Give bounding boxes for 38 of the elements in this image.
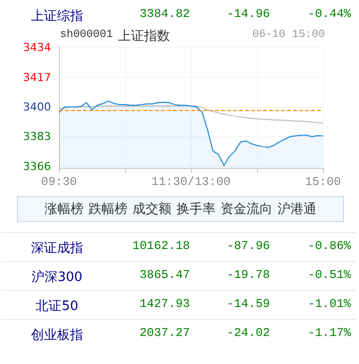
- text: -0.44%: [306, 7, 351, 21]
- y-tick-label: 3383: [23, 130, 51, 144]
- x-tick-label: 11:30/13:00: [151, 175, 231, 189]
- text: 10162.18: [131, 239, 190, 253]
- x-tick-label: 15:00: [304, 175, 342, 189]
- text: -1.01%: [306, 297, 351, 311]
- text: -14.59: [226, 297, 270, 311]
- text: -14.96: [226, 7, 270, 21]
- text: 2037.27: [138, 326, 190, 340]
- text: 涨幅榜: [44, 201, 84, 218]
- y-tick-label: 3434: [23, 41, 51, 54]
- text: 北证50: [34, 298, 80, 315]
- text: 沪深300: [30, 269, 84, 286]
- text: -19.78: [226, 268, 270, 282]
- y-tick-label: 3366: [23, 160, 51, 173]
- chart-subtitle: 上证指数: [118, 28, 170, 45]
- text: 沪港通: [278, 201, 316, 218]
- y-tick-label: 3417: [23, 70, 51, 84]
- text: 跌幅榜: [88, 201, 128, 218]
- text: 资金流向: [220, 201, 272, 218]
- text: 1427.93: [138, 297, 190, 311]
- text: 3865.47: [138, 268, 190, 282]
- text: -24.02: [226, 326, 270, 340]
- x-tick-label: 09:30: [40, 175, 78, 189]
- text: 成交额: [132, 201, 172, 218]
- text: -0.51%: [306, 268, 351, 282]
- text: 深证成指: [30, 240, 84, 257]
- text: 上证综指: [30, 8, 84, 25]
- text: 06-10 15:00: [252, 29, 325, 41]
- y-tick-label: 3400: [23, 100, 51, 114]
- text: -1.17%: [306, 326, 351, 340]
- chart-title: sh000001: [60, 29, 113, 41]
- text: 创业板指: [30, 327, 84, 344]
- text: -0.86%: [306, 239, 351, 253]
- text: 换手率: [176, 201, 216, 218]
- line-series: [58, 105, 324, 124]
- text: -87.96: [226, 239, 270, 253]
- text: 3384.82: [138, 7, 190, 21]
